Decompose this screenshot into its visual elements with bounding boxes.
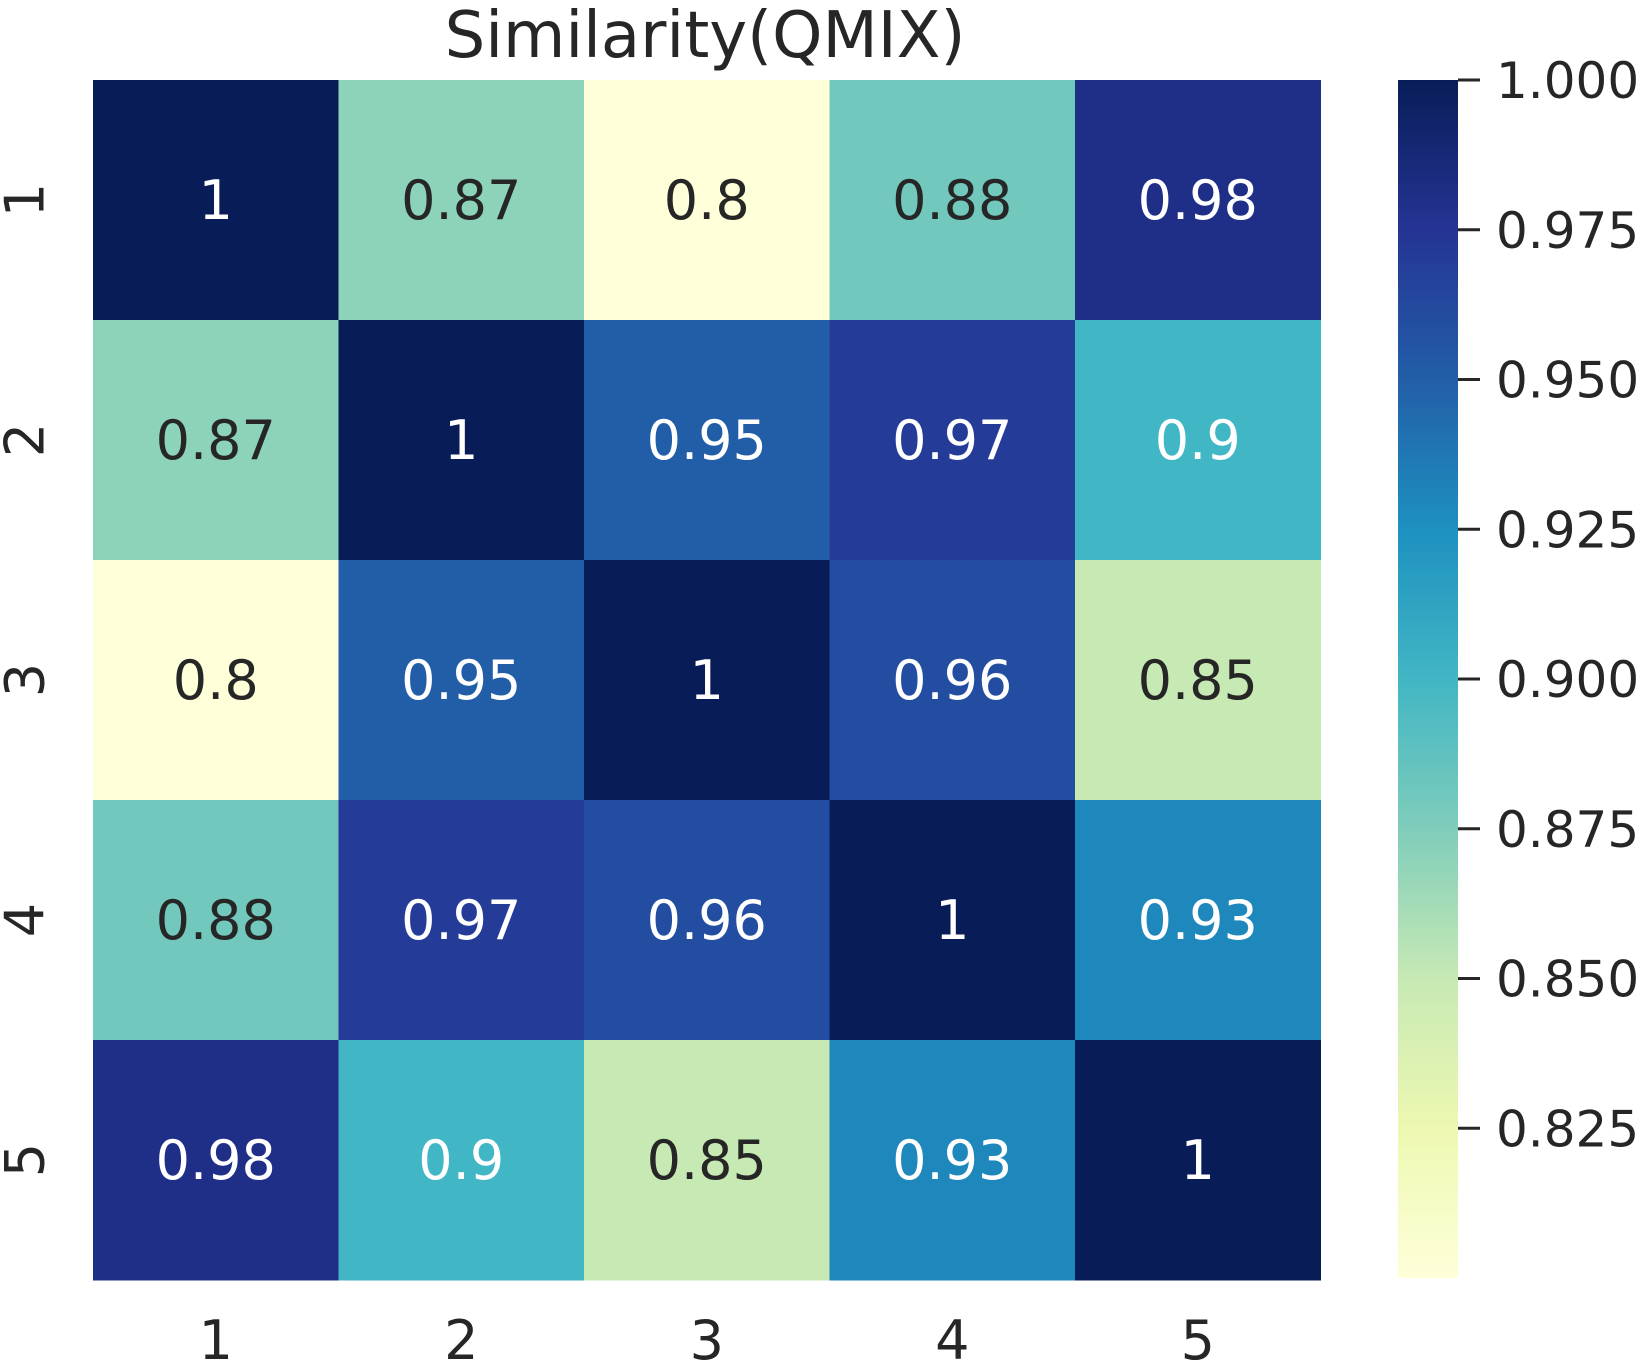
heatmap-cell-3-4 bbox=[829, 560, 1076, 801]
heatmap-cell-5-5 bbox=[1075, 1040, 1321, 1281]
y-axis-ticks: 1 2 3 4 5 bbox=[0, 183, 57, 1177]
heatmap-cell-5-4 bbox=[829, 1040, 1076, 1281]
heatmap-cell-5-3 bbox=[584, 1040, 830, 1281]
heatmap-cell-5-2 bbox=[338, 1040, 585, 1281]
cell-label-2-2: 1 bbox=[444, 409, 478, 472]
cell-label-5-5: 1 bbox=[1181, 1129, 1215, 1192]
y-tick-label: 5 bbox=[0, 1143, 57, 1177]
colorbar-tick-label: 0.950 bbox=[1496, 352, 1639, 410]
heatmap-cell-4-2 bbox=[338, 800, 585, 1041]
heatmap-cells bbox=[93, 80, 1321, 1281]
cell-label-1-2: 0.87 bbox=[401, 169, 521, 232]
cell-label-5-2: 0.9 bbox=[418, 1129, 504, 1192]
x-tick-label: 3 bbox=[690, 1309, 724, 1363]
cell-label-2-4: 0.97 bbox=[892, 409, 1012, 472]
cell-label-3-2: 0.95 bbox=[401, 649, 521, 712]
cell-label-5-1: 0.98 bbox=[156, 1129, 276, 1192]
colorbar-tick-label: 0.925 bbox=[1496, 501, 1639, 559]
heatmap-annotations: 1 0.87 0.8 0.88 0.98 0.87 1 0.95 0.97 0.9 0.8 0.95 1… bbox=[156, 169, 1258, 1192]
colorbar-tick-label: 1.000 bbox=[1496, 52, 1639, 110]
heatmap-cell-3-3 bbox=[584, 560, 830, 801]
cell-label-5-4: 0.93 bbox=[892, 1129, 1012, 1192]
colorbar-tick-label: 0.900 bbox=[1496, 651, 1639, 709]
heatmap-cell-1-4 bbox=[829, 80, 1076, 321]
cell-label-4-5: 0.93 bbox=[1138, 889, 1258, 952]
heatmap-cell-1-5 bbox=[1075, 80, 1321, 321]
y-tick-label: 2 bbox=[0, 423, 57, 457]
colorbar bbox=[1398, 80, 1458, 1278]
heatmap-cell-3-1 bbox=[93, 560, 339, 801]
x-tick-label: 1 bbox=[199, 1309, 233, 1363]
y-tick-label: 1 bbox=[0, 183, 57, 217]
cell-label-3-1: 0.8 bbox=[173, 649, 259, 712]
chart-title: Similarity(QMIX) bbox=[445, 0, 966, 73]
x-tick-label: 2 bbox=[444, 1309, 478, 1363]
cell-label-2-5: 0.9 bbox=[1155, 409, 1241, 472]
colorbar-tick-label: 0.850 bbox=[1496, 951, 1639, 1009]
heatmap-cell-2-4 bbox=[829, 320, 1076, 561]
cell-label-1-3: 0.8 bbox=[664, 169, 750, 232]
y-tick-label: 3 bbox=[0, 663, 57, 697]
heatmap-cell-1-1 bbox=[93, 80, 339, 321]
cell-label-4-4: 1 bbox=[935, 889, 969, 952]
heatmap-cell-4-5 bbox=[1075, 800, 1321, 1041]
y-tick-label: 4 bbox=[0, 903, 57, 937]
heatmap-cell-3-5 bbox=[1075, 560, 1321, 801]
cell-label-4-1: 0.88 bbox=[156, 889, 276, 952]
x-axis-ticks: 1 2 3 4 5 bbox=[199, 1309, 1215, 1363]
x-tick-label: 5 bbox=[1181, 1309, 1215, 1363]
heatmap-cell-5-1 bbox=[93, 1040, 339, 1281]
cell-label-3-5: 0.85 bbox=[1138, 649, 1258, 712]
x-tick-label: 4 bbox=[935, 1309, 969, 1363]
heatmap-cell-1-2 bbox=[338, 80, 585, 321]
colorbar-tick-label: 0.975 bbox=[1496, 202, 1639, 260]
heatmap-cell-4-4 bbox=[829, 800, 1076, 1041]
heatmap-cell-2-1 bbox=[93, 320, 339, 561]
heatmap-cell-2-2 bbox=[338, 320, 585, 561]
heatmap-cell-2-3 bbox=[584, 320, 830, 561]
heatmap-cell-1-3 bbox=[584, 80, 830, 321]
heatmap-cell-4-3 bbox=[584, 800, 830, 1041]
cell-label-5-3: 0.85 bbox=[647, 1129, 767, 1192]
cell-label-4-2: 0.97 bbox=[401, 889, 521, 952]
colorbar-tick-label: 0.875 bbox=[1496, 801, 1639, 859]
cell-label-3-4: 0.96 bbox=[892, 649, 1012, 712]
heatmap-cell-3-2 bbox=[338, 560, 585, 801]
cell-label-2-3: 0.95 bbox=[647, 409, 767, 472]
heatmap-cell-2-5 bbox=[1075, 320, 1321, 561]
cell-label-1-5: 0.98 bbox=[1138, 169, 1258, 232]
colorbar-tick-label: 0.825 bbox=[1496, 1100, 1639, 1158]
cell-label-1-1: 1 bbox=[199, 169, 233, 232]
cell-label-1-4: 0.88 bbox=[892, 169, 1012, 232]
heatmap-cell-4-1 bbox=[93, 800, 339, 1041]
cell-label-3-3: 1 bbox=[690, 649, 724, 712]
cell-label-2-1: 0.87 bbox=[156, 409, 276, 472]
colorbar-ticks: 0.825 0.850 0.875 0.900 0.925 0.950 0.975 1.000 bbox=[1458, 52, 1639, 1158]
cell-label-4-3: 0.96 bbox=[647, 889, 767, 952]
